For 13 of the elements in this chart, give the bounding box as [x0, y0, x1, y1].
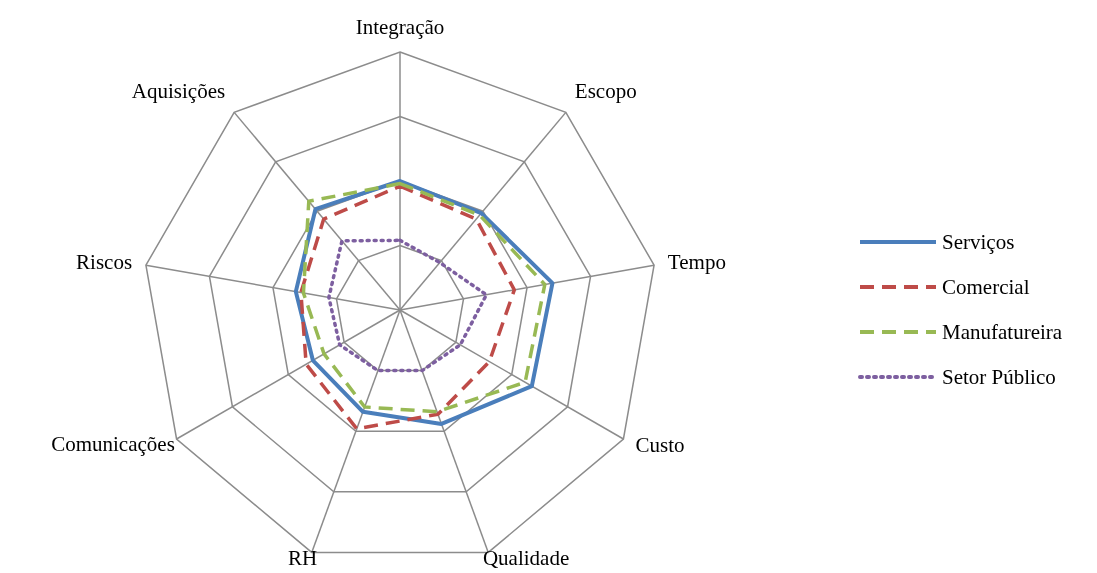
spoke-label: Custo [635, 433, 685, 457]
legend-label: Comercial [942, 275, 1030, 299]
spoke-label: Riscos [76, 249, 133, 274]
spoke-label: Integração [355, 15, 445, 39]
legend-label: Setor Público [942, 365, 1056, 389]
spoke-label: Qualidade [482, 546, 570, 571]
spoke-label: Comunicações [51, 432, 175, 456]
spoke-label: Aquisições [131, 78, 226, 103]
spoke-label: RH [287, 546, 318, 571]
legend-label: Manufatureira [942, 320, 1063, 344]
spoke-label: Escopo [574, 78, 637, 103]
spoke-label: Tempo [667, 249, 726, 274]
legend-label: Serviços [942, 230, 1015, 254]
